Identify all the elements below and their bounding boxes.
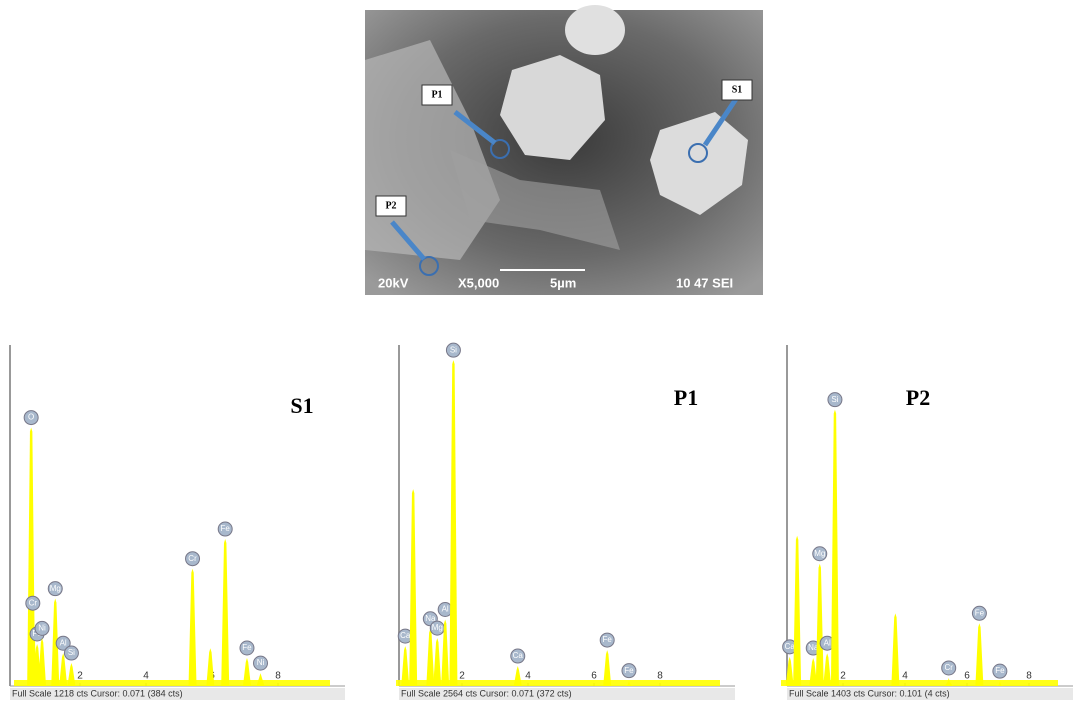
peak-label: Fe [624,666,634,675]
sem-info: 10 47 SEI [676,275,733,290]
peak-label: Mg [432,623,443,632]
x-tick-label: 4 [525,671,531,682]
sem-info: X5,000 [458,275,499,290]
spectrum: Full Scale 2564 cts Cursor: 0.071 (372 c… [396,343,735,700]
peak-label: Al [824,638,831,647]
spectrum: Full Scale 1403 cts Cursor: 0.101 (4 cts… [781,345,1073,700]
peak [189,569,197,686]
peak [831,410,839,686]
panel-title: P1 [674,385,698,410]
peak [67,663,75,686]
page: P1 S1 P2 20kV X5,000 5µm 10 47 SEI Full … [0,0,1073,700]
peak-label: Mg [50,584,61,593]
peak [426,629,434,686]
peak [206,648,214,686]
x-tick-label: 6 [964,671,970,682]
footer: Full Scale 1218 cts Cursor: 0.071 (384 c… [12,688,183,698]
x-tick-label: 6 [591,671,597,682]
peak [603,650,611,686]
peak-label: Ni [38,624,46,633]
peak-label: Fe [242,643,252,652]
peak [823,653,831,686]
marker-label: P1 [431,89,442,100]
peak-label: Cr [944,663,953,672]
peak-label: Cr [188,554,197,563]
peak [514,666,522,686]
x-tick-label: 4 [143,671,149,682]
peak [257,673,265,686]
peak-label: Al [60,638,67,647]
peak [409,489,417,686]
x-tick-label: 8 [1026,671,1032,682]
marker-label: S1 [732,84,743,95]
peak-label: Ni [257,658,265,667]
x-tick-label: 4 [902,671,908,682]
x-tick-label: 2 [459,671,465,682]
peak-label: Si [831,395,838,404]
peak [221,539,229,686]
peak-label: Ca [785,642,796,651]
x-tick-label: 2 [77,671,83,682]
peak-label: Ca [513,651,524,660]
peak-label: Fe [221,524,231,533]
spectrum: Full Scale 1218 cts Cursor: 0.071 (384 c… [10,345,345,700]
figure: P1 S1 P2 20kV X5,000 5µm 10 47 SEI Full … [0,0,1073,700]
footer: Full Scale 2564 cts Cursor: 0.071 (372 c… [401,688,572,698]
peak-label: Fe [975,608,985,617]
sem-info: 5µm [550,275,576,290]
peak [975,623,983,686]
sem-image: P1 S1 P2 20kV X5,000 5µm 10 47 SEI [365,5,763,295]
peak-label: O [28,413,34,422]
peak-label: Fe [603,635,613,644]
peak-label: Ca [400,631,411,640]
peak-label: Cr [29,598,38,607]
peak [449,360,457,686]
x-tick-label: 2 [840,671,846,682]
peak [891,613,899,686]
marker-label: P2 [385,200,396,211]
panel-title: S1 [290,393,313,418]
peak-label: Mg [814,549,825,558]
x-tick-label: 8 [275,671,281,682]
peak-label: Si [68,648,75,657]
peak [243,658,251,686]
sem-info: 20kV [378,275,409,290]
peak-label: Si [450,345,457,354]
peak [816,564,824,686]
peak [433,638,441,686]
peak-label: Fe [995,666,1005,675]
peak-label: Al [442,605,449,614]
x-tick-label: 8 [657,671,663,682]
peak [793,536,801,686]
peak [401,646,409,686]
footer: Full Scale 1403 cts Cursor: 0.101 (4 cts… [789,688,950,698]
panel-title: P2 [906,385,930,410]
